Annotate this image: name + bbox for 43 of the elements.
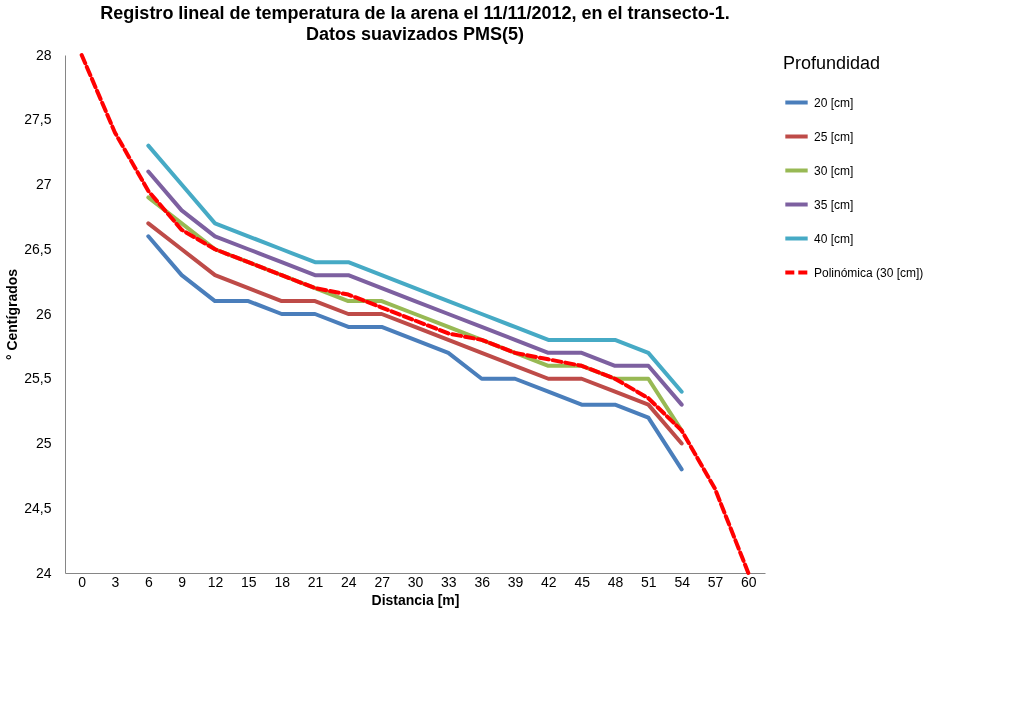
x-tick-label: 18 (274, 573, 291, 590)
x-tick-label: 9 (178, 573, 187, 590)
legend-title: Profundidad (783, 53, 881, 73)
x-tick-label: 24 (341, 573, 357, 590)
x-tick-label: 57 (707, 573, 724, 590)
x-tick-label: 0 (78, 573, 87, 590)
legend-label: Polinómica (30 [cm]) (814, 265, 924, 280)
x-tick-label: 3 (111, 573, 120, 590)
x-axis-title: Distancia [m] (371, 591, 460, 608)
legend-label: 40 [cm] (814, 231, 854, 246)
y-tick-label: 27,5 (24, 111, 52, 128)
y-tick-label: 25,5 (24, 370, 52, 387)
line-series (146, 234, 684, 472)
x-tick-label: 48 (607, 573, 624, 590)
chart-title: Registro lineal de temperatura de la arena el 11/11/2012, en el transecto-1. (100, 3, 730, 23)
x-tick-label: 12 (207, 573, 224, 590)
y-tick-label: 25 (35, 435, 52, 451)
legend-label: 20 [cm] (814, 95, 854, 110)
x-tick-label: 39 (507, 573, 524, 590)
x-tick-label: 54 (674, 573, 691, 590)
y-tick-label: 28 (35, 46, 52, 63)
x-tick-label: 30 (407, 573, 424, 590)
legend-label: 25 [cm] (814, 129, 854, 144)
y-tick-label: 27 (35, 176, 52, 192)
x-tick-label: 33 (441, 573, 457, 590)
line-series (146, 221, 684, 446)
x-tick-label: 42 (541, 573, 557, 590)
x-tick-label: 36 (474, 573, 491, 590)
line-series (79, 53, 751, 575)
y-tick-label: 24,5 (24, 499, 52, 516)
y-tick-label: 26,5 (24, 240, 52, 257)
x-tick-label: 21 (307, 573, 324, 590)
legend-label: 30 [cm] (814, 163, 854, 178)
x-tick-label: 27 (374, 573, 391, 590)
chart-subtitle: Datos suavizados PMS(5) (305, 24, 525, 44)
y-tick-label: 26 (35, 305, 52, 322)
x-tick-label: 60 (741, 573, 757, 590)
y-axis-title: ° Centígrados (4, 268, 21, 361)
x-tick-label: 6 (144, 573, 153, 590)
x-tick-label: 15 (241, 573, 257, 590)
x-tick-label: 51 (641, 573, 657, 590)
legend-label: 35 [cm] (814, 197, 854, 212)
x-tick-label: 45 (574, 573, 591, 590)
